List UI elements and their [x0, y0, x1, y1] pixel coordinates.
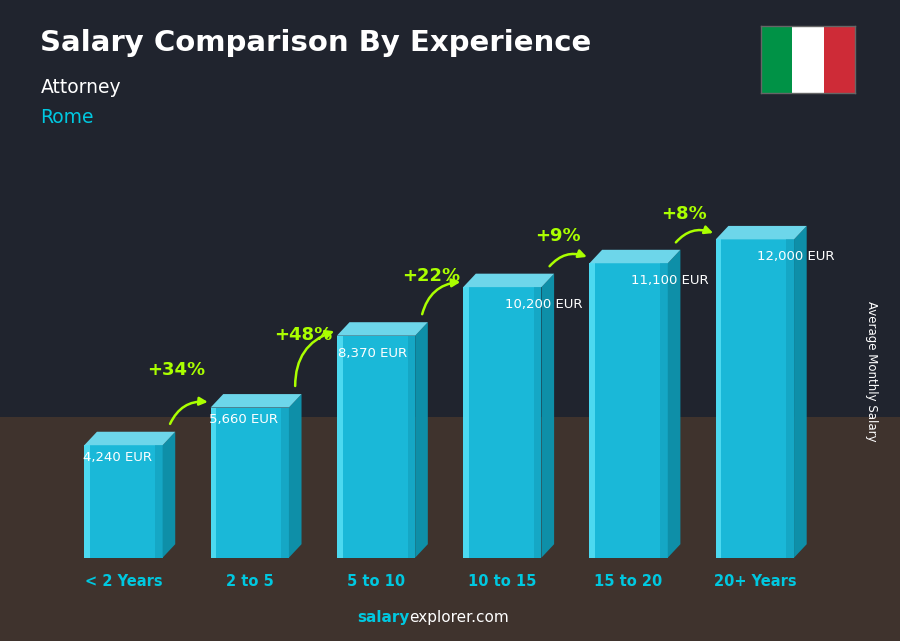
Text: 12,000 EUR: 12,000 EUR	[758, 250, 835, 263]
Polygon shape	[661, 263, 668, 558]
Bar	[0, 513, 900, 545]
Bar	[0, 545, 900, 577]
Bar	[0, 0, 900, 417]
Text: 5,660 EUR: 5,660 EUR	[210, 413, 278, 426]
Bar	[0, 609, 900, 641]
Text: +22%: +22%	[402, 267, 461, 285]
Text: +8%: +8%	[662, 206, 707, 224]
Bar	[824, 26, 855, 93]
Bar	[0, 192, 900, 224]
Polygon shape	[211, 408, 216, 558]
Polygon shape	[534, 287, 542, 558]
Polygon shape	[464, 287, 542, 558]
Text: +34%: +34%	[148, 361, 205, 379]
Text: +9%: +9%	[536, 227, 580, 245]
Polygon shape	[163, 432, 176, 558]
Bar	[792, 26, 824, 93]
Polygon shape	[542, 274, 554, 558]
Polygon shape	[716, 239, 722, 558]
Polygon shape	[415, 322, 428, 558]
Polygon shape	[716, 239, 794, 558]
Polygon shape	[85, 445, 163, 558]
Bar	[0, 417, 900, 641]
Text: 4,240 EUR: 4,240 EUR	[83, 451, 152, 464]
Polygon shape	[289, 394, 302, 558]
Text: 10,200 EUR: 10,200 EUR	[505, 298, 582, 311]
Bar	[0, 288, 900, 320]
Text: explorer.com: explorer.com	[410, 610, 509, 625]
Polygon shape	[337, 336, 415, 558]
Text: Attorney: Attorney	[40, 78, 122, 97]
Bar	[0, 224, 900, 256]
Bar	[0, 577, 900, 609]
Polygon shape	[716, 226, 806, 239]
Polygon shape	[337, 336, 343, 558]
Polygon shape	[590, 250, 680, 263]
Polygon shape	[794, 226, 806, 558]
Polygon shape	[211, 408, 289, 558]
Polygon shape	[282, 408, 289, 558]
Polygon shape	[668, 250, 680, 558]
Bar	[0, 417, 900, 449]
Text: +48%: +48%	[274, 326, 332, 344]
Bar	[0, 0, 900, 32]
Bar	[0, 385, 900, 417]
Polygon shape	[408, 336, 415, 558]
Polygon shape	[85, 445, 90, 558]
Bar	[0, 256, 900, 288]
Bar	[0, 128, 900, 160]
Text: salary: salary	[357, 610, 410, 625]
Bar	[0, 32, 900, 64]
Bar	[0, 96, 900, 128]
Polygon shape	[211, 394, 302, 408]
Bar	[0, 64, 900, 96]
Polygon shape	[464, 287, 469, 558]
Bar	[0, 353, 900, 385]
Polygon shape	[464, 274, 554, 287]
Polygon shape	[590, 263, 595, 558]
Text: Salary Comparison By Experience: Salary Comparison By Experience	[40, 29, 592, 57]
Polygon shape	[337, 322, 428, 336]
Bar	[0, 449, 900, 481]
Text: Average Monthly Salary: Average Monthly Salary	[865, 301, 878, 442]
Text: 8,370 EUR: 8,370 EUR	[338, 347, 408, 360]
Polygon shape	[155, 445, 163, 558]
Polygon shape	[787, 239, 794, 558]
Bar	[0, 160, 900, 192]
Bar	[0, 481, 900, 513]
Polygon shape	[85, 432, 176, 445]
Polygon shape	[590, 263, 668, 558]
Bar	[760, 26, 792, 93]
Text: Rome: Rome	[40, 108, 94, 127]
Text: 11,100 EUR: 11,100 EUR	[631, 274, 709, 287]
Bar	[0, 320, 900, 353]
